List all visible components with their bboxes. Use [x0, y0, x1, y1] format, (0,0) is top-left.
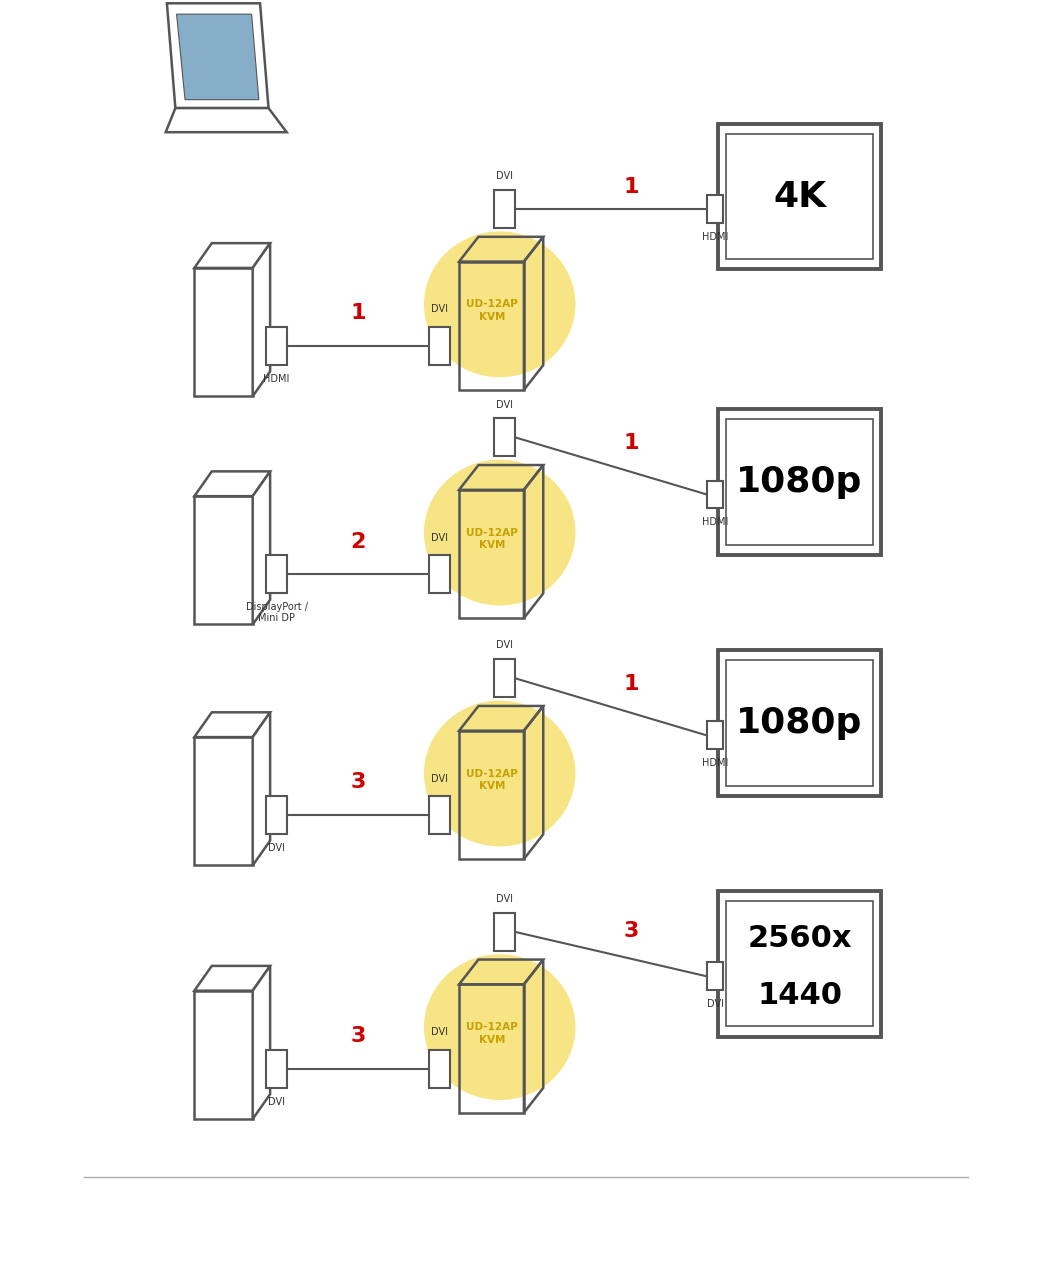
Ellipse shape: [424, 954, 575, 1101]
Polygon shape: [166, 108, 286, 132]
Bar: [429, 796, 450, 834]
Polygon shape: [195, 966, 270, 990]
Polygon shape: [195, 268, 252, 396]
Text: UD-12AP
KVM: UD-12AP KVM: [466, 768, 519, 791]
Text: DVI: DVI: [431, 533, 448, 543]
Text: 1: 1: [624, 176, 639, 197]
Bar: [726, 900, 873, 1027]
Text: 1080p: 1080p: [736, 706, 863, 739]
Text: DVI: DVI: [707, 999, 724, 1009]
Text: DVI: DVI: [497, 894, 513, 904]
Text: HDMI: HDMI: [702, 232, 729, 242]
Bar: [717, 890, 882, 1037]
Polygon shape: [252, 243, 270, 396]
Ellipse shape: [424, 460, 575, 606]
Text: DVI: DVI: [431, 773, 448, 784]
Text: DVI: DVI: [497, 171, 513, 181]
Bar: [429, 555, 450, 593]
Text: 3: 3: [350, 1026, 366, 1046]
Polygon shape: [195, 737, 252, 865]
Bar: [726, 659, 873, 785]
Polygon shape: [195, 472, 270, 496]
Text: DVI: DVI: [431, 1027, 448, 1037]
Bar: [717, 410, 882, 555]
Bar: [266, 555, 287, 593]
Text: 1: 1: [350, 303, 366, 323]
Text: DVI: DVI: [268, 1097, 285, 1107]
Text: HDMI: HDMI: [263, 374, 290, 384]
Text: DVI: DVI: [431, 304, 448, 314]
Text: 3: 3: [624, 922, 639, 941]
Bar: [717, 649, 882, 796]
Polygon shape: [252, 472, 270, 625]
Bar: [429, 1050, 450, 1088]
Bar: [726, 420, 873, 545]
Bar: [266, 327, 287, 365]
Bar: [708, 481, 724, 508]
Text: 2560x: 2560x: [747, 924, 852, 952]
Text: 1440: 1440: [757, 981, 842, 1009]
Text: DVI: DVI: [497, 399, 513, 410]
Polygon shape: [177, 14, 259, 100]
Bar: [429, 327, 450, 365]
Bar: [717, 124, 882, 270]
Bar: [494, 418, 515, 456]
Polygon shape: [167, 4, 268, 108]
Ellipse shape: [424, 231, 575, 378]
Bar: [708, 721, 724, 749]
Text: DisplayPort /
Mini DP: DisplayPort / Mini DP: [246, 602, 307, 623]
Bar: [708, 195, 724, 223]
Text: 3: 3: [350, 772, 366, 792]
Text: UD-12AP
KVM: UD-12AP KVM: [466, 299, 519, 322]
Text: HDMI: HDMI: [702, 517, 729, 527]
Text: 1: 1: [624, 675, 639, 695]
Polygon shape: [195, 243, 270, 268]
Text: DVI: DVI: [497, 640, 513, 650]
Bar: [494, 190, 515, 228]
Polygon shape: [195, 990, 252, 1120]
Text: UD-12AP
KVM: UD-12AP KVM: [466, 527, 519, 550]
Polygon shape: [252, 966, 270, 1120]
Bar: [266, 796, 287, 834]
Polygon shape: [252, 713, 270, 865]
Ellipse shape: [424, 700, 575, 847]
Bar: [494, 913, 515, 951]
Text: UD-12AP
KVM: UD-12AP KVM: [466, 1022, 519, 1045]
Text: 1080p: 1080p: [736, 465, 863, 498]
Bar: [494, 659, 515, 697]
Text: 4K: 4K: [773, 180, 826, 213]
Text: 1: 1: [624, 434, 639, 454]
Text: 2: 2: [350, 531, 366, 552]
Text: DVI: DVI: [268, 843, 285, 853]
Bar: [708, 962, 724, 990]
Polygon shape: [195, 713, 270, 737]
Polygon shape: [195, 496, 252, 625]
Bar: [266, 1050, 287, 1088]
Text: HDMI: HDMI: [702, 758, 729, 768]
Bar: [726, 134, 873, 260]
